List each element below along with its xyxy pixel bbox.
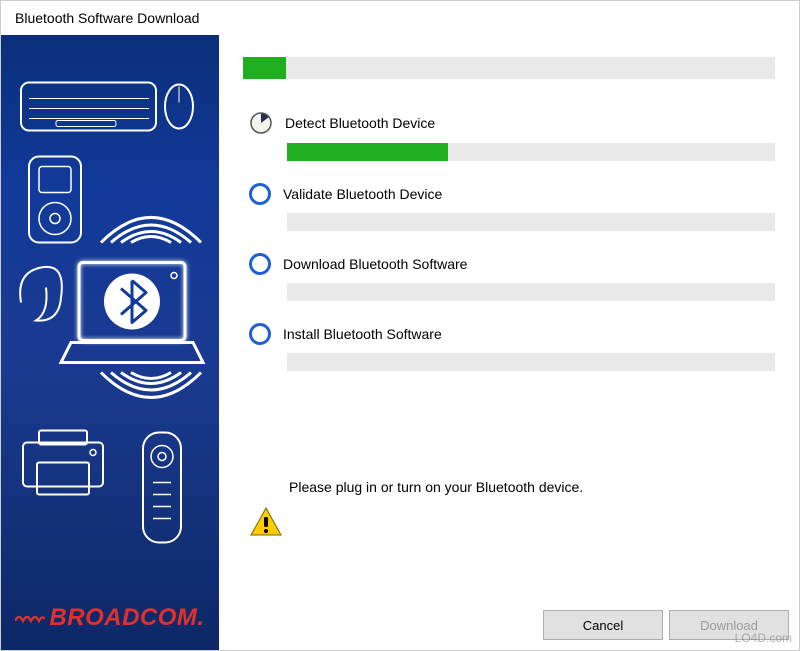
step-detect-progress — [287, 143, 775, 161]
step-validate-progress — [287, 213, 775, 231]
brand-text: BROADCOM. — [49, 604, 204, 631]
sidebar-graphic: BROADCOM. — [1, 35, 219, 650]
cancel-button[interactable]: Cancel — [543, 610, 663, 640]
step-detect: Detect Bluetooth Device — [243, 111, 775, 161]
pending-circle-icon — [249, 253, 271, 275]
overall-progress-fill — [243, 57, 286, 79]
button-bar: Cancel Download — [219, 600, 799, 650]
instruction-area: Please plug in or turn on your Bluetooth… — [289, 479, 769, 495]
instruction-text: Please plug in or turn on your Bluetooth… — [289, 479, 583, 495]
installer-window: Bluetooth Software Download — [0, 0, 800, 651]
step-detect-fill — [287, 143, 448, 161]
brand-logo: BROADCOM. — [1, 604, 219, 632]
step-detect-label: Detect Bluetooth Device — [285, 115, 435, 131]
overall-progress-bar — [243, 57, 775, 79]
step-validate: Validate Bluetooth Device — [243, 183, 775, 231]
warning-icon — [249, 505, 283, 539]
step-download-label: Download Bluetooth Software — [283, 256, 467, 272]
pending-circle-icon — [249, 323, 271, 345]
step-install-progress — [287, 353, 775, 371]
step-install: Install Bluetooth Software — [243, 323, 775, 371]
pending-circle-icon — [249, 183, 271, 205]
step-download: Download Bluetooth Software — [243, 253, 775, 301]
brand-wave-icon — [15, 611, 45, 623]
step-validate-label: Validate Bluetooth Device — [283, 186, 442, 202]
sidebar-illustration — [1, 35, 219, 650]
spinner-icon — [249, 111, 273, 135]
main-panel: Detect Bluetooth Device Validate Bluetoo… — [219, 35, 799, 650]
step-download-progress — [287, 283, 775, 301]
window-body: BROADCOM. Detect Bluetooth Device — [1, 35, 799, 650]
title-bar: Bluetooth Software Download — [1, 1, 799, 35]
window-title: Bluetooth Software Download — [15, 10, 199, 26]
step-install-label: Install Bluetooth Software — [283, 326, 442, 342]
download-button[interactable]: Download — [669, 610, 789, 640]
